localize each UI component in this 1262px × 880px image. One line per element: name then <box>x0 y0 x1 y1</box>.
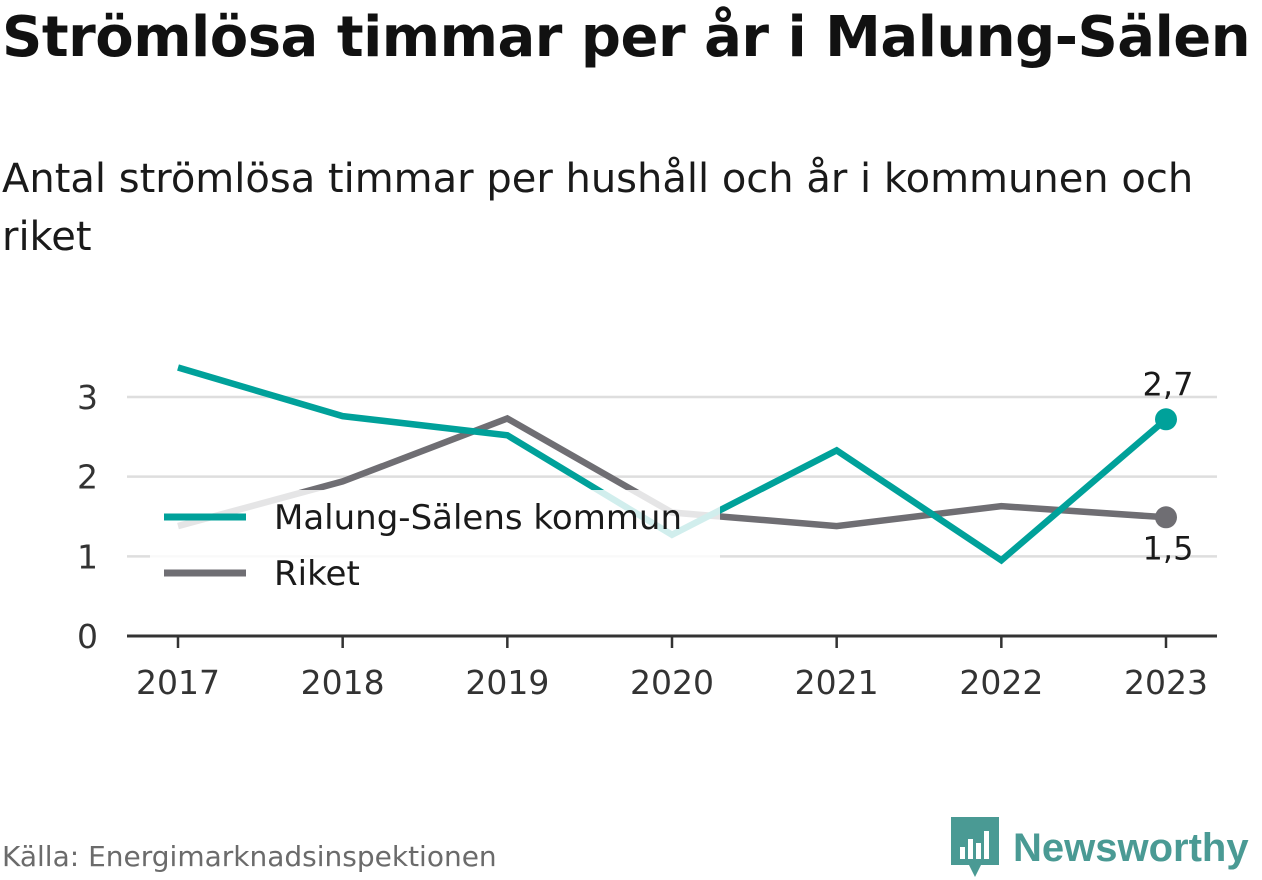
y-tick-label: 3 <box>77 378 98 417</box>
series-end-point <box>1155 408 1177 431</box>
chart-subtitle: Antal strömlösa timmar per hushåll och å… <box>2 156 1194 260</box>
brand-name: Newsworthy <box>1013 825 1249 870</box>
x-tick-label: 2020 <box>630 663 714 702</box>
brand-logo: Newsworthy <box>951 816 1249 880</box>
x-tick-label: 2018 <box>301 663 385 702</box>
x-tick-label: 2022 <box>959 663 1043 702</box>
newsworthy-logo-icon <box>951 817 999 877</box>
legend-background <box>150 490 720 600</box>
chart-title: Strömlösa timmar per år i Malung-Sälen <box>2 5 1251 70</box>
end-value-label: 1,5 <box>1143 529 1194 567</box>
y-tick-label: 2 <box>77 458 98 497</box>
x-tick-label: 2017 <box>136 663 220 702</box>
series-end-point <box>1155 506 1177 529</box>
end-value-label: 2,7 <box>1143 365 1194 403</box>
legend-label: Riket <box>274 554 360 594</box>
x-tick-label: 2021 <box>795 663 879 702</box>
source-note: Källa: Energimarknadsinspektionen <box>2 840 497 873</box>
legend-label: Malung-Sälens kommun <box>274 498 682 538</box>
y-tick-label: 0 <box>77 617 98 656</box>
x-tick-label: 2019 <box>465 663 549 702</box>
y-tick-label: 1 <box>77 537 98 576</box>
x-tick-label: 2023 <box>1124 663 1208 702</box>
